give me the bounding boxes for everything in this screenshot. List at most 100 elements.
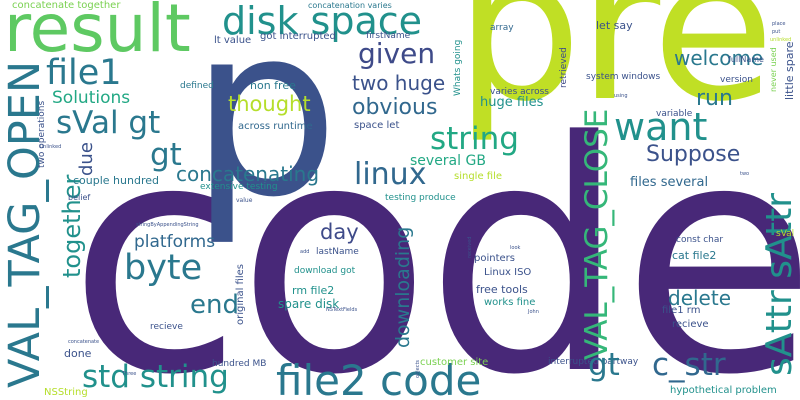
- word-linux: linux: [354, 157, 427, 192]
- word-stringbyappendingstring: stringByAppendingString: [136, 222, 199, 228]
- word-little-spare: little spare: [783, 41, 796, 100]
- word-gt-1: gt: [150, 137, 182, 173]
- word-byte: byte: [124, 248, 203, 288]
- word-given: given: [358, 37, 436, 70]
- word-done: recieve: [150, 322, 183, 332]
- word-interrupted-partway: customer site: [420, 357, 489, 368]
- word-john: John: [528, 309, 539, 315]
- word-pre: pre: [455, 0, 775, 146]
- word-varies-across: varies across: [490, 87, 549, 97]
- word-extensive-testing: extensive testing: [200, 182, 278, 192]
- word-solutions: Solutions: [52, 88, 131, 108]
- word-two-huge: two huge: [352, 71, 446, 95]
- word-concatenation-varies: concatenation varies: [308, 1, 392, 10]
- word-obvious: obvious: [352, 95, 438, 120]
- word-string: string: [430, 121, 519, 157]
- word-nstextfields: NSTextFields: [326, 307, 358, 313]
- word-testing-produce: testing produce: [385, 193, 456, 203]
- word-concatenate: concatenate: [68, 339, 100, 345]
- word-welcome: welcome: [674, 46, 764, 70]
- word-cat-file2: cat file2: [672, 249, 717, 262]
- word-file2-code: file2 code: [276, 356, 482, 400]
- word-sattr-sattr: sAttr sAttr: [759, 192, 800, 376]
- word-across-runtime: across runtime: [238, 121, 313, 132]
- word-sval: sVal: [776, 229, 795, 239]
- word-unlinked: unlinked: [770, 37, 792, 43]
- word-look: look: [510, 245, 521, 251]
- word-two: two: [740, 171, 750, 177]
- word-run: run: [696, 86, 733, 111]
- word-put: Three: [122, 371, 137, 377]
- word-delete: delete: [668, 286, 732, 310]
- word-single-file: single file: [454, 171, 503, 182]
- word-never-used: never used: [769, 47, 778, 92]
- word-got-interrupted: got interrupted: [260, 31, 336, 42]
- word-retrieved: retrieved: [559, 47, 569, 88]
- word-works-fine: works fine: [484, 297, 536, 308]
- word-std-string: std string: [82, 359, 229, 395]
- word-file1-rm: file1 rm: [662, 305, 701, 316]
- word-belief: belief: [68, 193, 91, 202]
- word-concatenate-together: concatenate together: [12, 0, 121, 11]
- word-lastname: lastName: [316, 247, 359, 257]
- word-wireless-hiccup: hypothetical problem: [670, 385, 777, 396]
- word-rm-file2: rm file2: [292, 284, 335, 297]
- word-received: received: [467, 236, 473, 258]
- word-download-got: download got: [294, 266, 356, 276]
- word-original-files: original files: [235, 264, 246, 325]
- word-spare-disk: spare disk: [278, 297, 340, 311]
- word-huge-files: huge files: [480, 95, 544, 110]
- word-sval-gt: sVal gt: [56, 105, 161, 141]
- word-space-let: space let: [354, 120, 400, 131]
- word-non-free: non free: [250, 79, 296, 92]
- word-suppose: Suppose: [646, 142, 741, 167]
- word-nsstring: interrupted partway: [548, 357, 639, 367]
- word-files-several: files several: [630, 175, 709, 190]
- word-due: due: [76, 142, 97, 176]
- word-system-windows: system windows: [586, 72, 661, 82]
- word-using: using: [614, 93, 628, 99]
- word-thought: thought: [228, 92, 311, 116]
- word-hypothetical-problem: NSString: [44, 387, 88, 398]
- word-together: together: [58, 174, 86, 278]
- word-downloading: downloading: [392, 226, 414, 348]
- word-code: code: [68, 74, 800, 400]
- word-recieve: recieve: [672, 319, 709, 330]
- word-want: want: [614, 105, 708, 149]
- word-p: p: [190, 0, 340, 249]
- word-linux-iso: Linux ISO: [484, 267, 532, 278]
- word-disk-space: disk space: [222, 0, 423, 43]
- word-end: end: [190, 290, 239, 320]
- word-couple-hundred: couple hundred: [73, 174, 159, 187]
- word-platforms: platforms: [134, 232, 216, 252]
- word-lt-value: lt value: [214, 35, 252, 46]
- word-customer-site: hundred MB: [212, 359, 267, 369]
- word-firstname: firstName: [366, 31, 411, 41]
- word-add: add: [300, 249, 310, 255]
- word-two-operations: two operations: [37, 100, 47, 168]
- word-several-gb: several GB: [410, 153, 486, 169]
- word-c-str: c_str: [652, 347, 726, 383]
- word-three: unlinked: [40, 144, 62, 150]
- word-free-tools: free tools: [476, 283, 528, 296]
- word-const-char: const char: [676, 235, 724, 245]
- word-variable: variable: [656, 109, 693, 119]
- word-pointers: pointers: [474, 253, 515, 264]
- word-file1: file1: [46, 53, 122, 93]
- word-place: place: [772, 21, 786, 27]
- word-version: version: [720, 75, 753, 85]
- word-val-tag-close: VAL_TAG_CLOSE: [579, 108, 615, 360]
- word-fullname: fullName: [728, 55, 764, 64]
- word-defined: defined: [180, 81, 214, 91]
- word-smith: put: [772, 29, 781, 35]
- word-hundred-mb: done: [64, 347, 92, 360]
- word-value: value: [236, 197, 253, 204]
- word-concatenating: concatenating: [176, 162, 320, 186]
- word-gt-2: gt: [588, 347, 620, 383]
- word-array: array: [490, 23, 514, 33]
- word-let-say: let say: [596, 19, 633, 32]
- word-day: day: [320, 220, 359, 244]
- word-result: result: [4, 0, 191, 67]
- word-whats-going: Whats going: [453, 39, 463, 96]
